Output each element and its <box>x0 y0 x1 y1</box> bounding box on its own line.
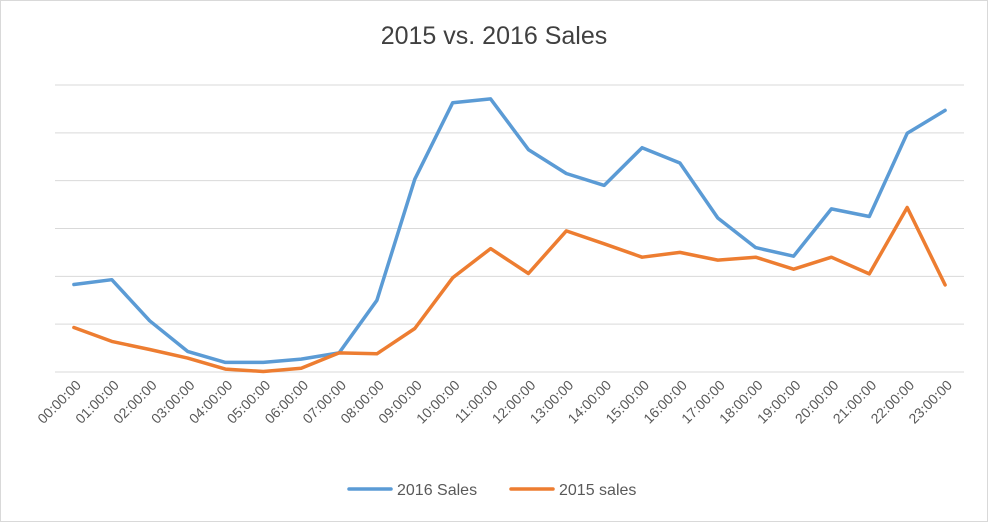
series-line-2016-sales <box>72 97 947 365</box>
legend-label: 2015 sales <box>559 482 636 499</box>
series-lines <box>72 97 947 374</box>
gridlines <box>55 84 964 373</box>
series-line-2015-sales <box>72 205 947 374</box>
legend: 2016 Sales 2015 sales <box>347 482 636 499</box>
legend-label: 2016 Sales <box>397 482 477 499</box>
chart-title: 2015 vs. 2016 Sales <box>380 22 608 50</box>
x-axis-tick-labels: 00:00:0001:00:0002:00:0003:00:0004:00:00… <box>34 377 955 427</box>
